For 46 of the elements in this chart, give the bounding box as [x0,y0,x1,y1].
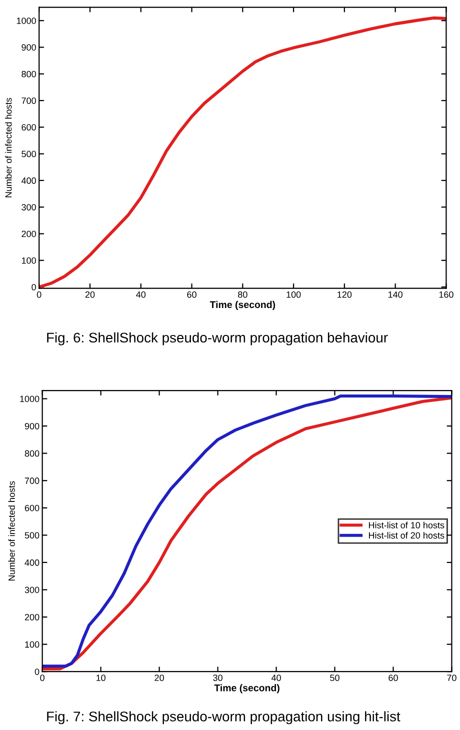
y-tick-label: 300 [22,204,36,210]
y-tick-label: 0 [34,668,40,675]
y-tick-label: 1000 [16,18,36,24]
x-tick-label: 60 [187,291,196,298]
x-tick-label: 120 [338,291,352,298]
y-tick-label: 800 [24,450,40,457]
x-tick-label: 20 [85,291,95,298]
x-tick-label: 100 [286,291,301,298]
x-tick-label: 50 [330,674,340,682]
legend-label: Hist-list of 10 hosts [368,522,444,528]
y-tick-label: 100 [22,257,36,264]
y-tick-label: 200 [22,230,36,238]
y-tick-label: 400 [24,559,40,566]
x-axis-title: Time (second) [210,300,276,310]
y-tick-label: 500 [22,150,36,158]
x-tick-label: 40 [136,291,146,298]
x-tick-label: 160 [439,291,454,298]
y-tick-label: 1000 [20,396,40,402]
y-tick-label: 900 [24,422,40,430]
x-tick-label: 70 [447,674,456,682]
y-axis-title: Number of infected hosts [5,98,12,198]
y-tick-label: 500 [24,532,40,539]
y-tick-label: 600 [22,124,36,131]
y-tick-label: 700 [22,98,36,104]
caption: Fig. 6: ShellShock pseudo-worm propagation behaviour [47,332,388,346]
y-axis-title: Number of infected hosts [8,481,15,581]
y-tick-label: 600 [24,504,40,512]
y-tick-label: 0 [32,284,36,290]
y-tick-label: 300 [24,586,40,594]
caption: Fig. 7: ShellShock pseudo-worm propagation using hit-list [47,711,400,724]
x-tick-label: 30 [213,674,222,682]
x-axis-title: Time (second) [214,684,280,694]
x-tick-label: 140 [388,291,402,298]
x-tick-label: 80 [238,291,248,298]
y-tick-label: 100 [25,641,40,648]
legend-label: Hist-list of 20 hosts [368,532,444,539]
y-tick-label: 900 [22,44,36,51]
y-tick-label: 200 [24,614,40,620]
y-tick-label: 800 [22,70,36,78]
y-tick-label: 700 [24,478,40,484]
y-tick-label: 400 [21,177,36,184]
x-tick-label: 10 [96,674,106,682]
x-tick-label: 40 [271,674,281,682]
x-tick-label: 0 [40,674,44,682]
x-tick-label: 60 [388,674,398,682]
x-tick-label: 20 [154,674,164,682]
